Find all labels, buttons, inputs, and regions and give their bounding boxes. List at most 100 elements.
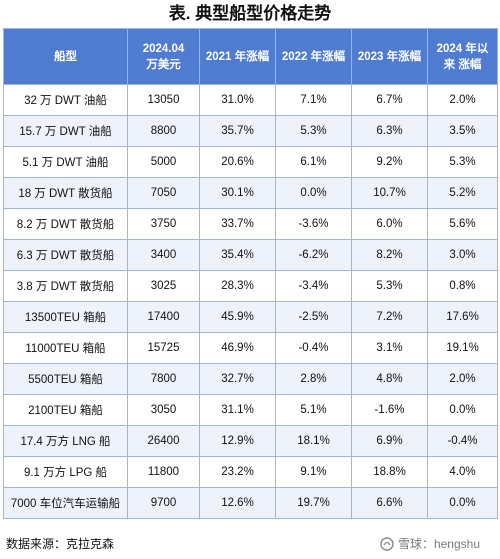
- cell-change-2024-ytd: 5.2%: [427, 177, 498, 209]
- table-body: 32 万 DWT 油船 13050 31.0% 7.1% 6.7% 2.0% 15.7 万 …: [3, 84, 498, 519]
- header-price-2024-04: 2024.04 万美元: [127, 28, 200, 85]
- cell-ship-type: 11000TEU 箱船: [3, 332, 128, 364]
- cell-price-2024-04: 13050: [127, 84, 200, 116]
- table-row: 3.8 万 DWT 散货船 3025 28.3% -3.4% 5.3% 0.8%: [3, 270, 498, 302]
- cell-change-2022: -3.6%: [275, 208, 352, 240]
- ship-price-table: 船型 2024.04 万美元 2021 年涨幅 2022 年涨幅 2023 年涨…: [3, 28, 498, 519]
- cell-change-2021: 20.6%: [199, 146, 276, 178]
- cell-price-2024-04: 17400: [127, 301, 200, 333]
- cell-change-2021: 46.9%: [199, 332, 276, 364]
- cell-change-2024-ytd: 3.0%: [427, 239, 498, 271]
- cell-change-2024-ytd: 3.5%: [427, 115, 498, 147]
- cell-change-2023: 6.9%: [351, 425, 428, 457]
- cell-price-2024-04: 7800: [127, 363, 200, 395]
- cell-change-2022: -2.5%: [275, 301, 352, 333]
- header-ship-type: 船型: [3, 28, 128, 85]
- cell-change-2023: 4.8%: [351, 363, 428, 395]
- cell-change-2024-ytd: 4.0%: [427, 456, 498, 488]
- cell-change-2023: -1.6%: [351, 394, 428, 426]
- table-row: 13500TEU 箱船 17400 45.9% -2.5% 7.2% 17.6%: [3, 301, 498, 333]
- cell-change-2022: 6.1%: [275, 146, 352, 178]
- cell-change-2022: 5.1%: [275, 394, 352, 426]
- header-change-2022: 2022 年涨幅: [275, 28, 352, 85]
- table-row: 18 万 DWT 散货船 7050 30.1% 0.0% 10.7% 5.2%: [3, 177, 498, 209]
- watermark: 雪球：hengshu: [380, 533, 480, 555]
- cell-change-2024-ytd: 0.0%: [427, 394, 498, 426]
- cell-ship-type: 2100TEU 箱船: [3, 394, 128, 426]
- cell-change-2022: -6.2%: [275, 239, 352, 271]
- cell-price-2024-04: 15725: [127, 332, 200, 364]
- cell-change-2023: 6.3%: [351, 115, 428, 147]
- cell-price-2024-04: 3750: [127, 208, 200, 240]
- cell-change-2022: 2.8%: [275, 363, 352, 395]
- cell-ship-type: 5500TEU 箱船: [3, 363, 128, 395]
- cell-change-2023: 18.8%: [351, 456, 428, 488]
- cell-change-2024-ytd: 2.0%: [427, 84, 498, 116]
- cell-change-2024-ytd: 0.0%: [427, 487, 498, 519]
- table-row: 2100TEU 箱船 3050 31.1% 5.1% -1.6% 0.0%: [3, 394, 498, 426]
- table-row: 8.2 万 DWT 散货船 3750 33.7% -3.6% 6.0% 5.6%: [3, 208, 498, 240]
- table-row: 17.4 万方 LNG 船 26400 12.9% 18.1% 6.9% -0.4%: [3, 425, 498, 457]
- table-title: 表. 典型船型价格走势: [168, 4, 332, 23]
- table-row: 5.1 万 DWT 油船 5000 20.6% 6.1% 9.2% 5.3%: [3, 146, 498, 178]
- cell-change-2022: 19.7%: [275, 487, 352, 519]
- cell-ship-type: 15.7 万 DWT 油船: [3, 115, 128, 147]
- cell-price-2024-04: 3400: [127, 239, 200, 271]
- cell-change-2021: 23.2%: [199, 456, 276, 488]
- table-header-row: 船型 2024.04 万美元 2021 年涨幅 2022 年涨幅 2023 年涨…: [3, 28, 498, 85]
- header-change-2021: 2021 年涨幅: [199, 28, 276, 85]
- cell-change-2023: 6.6%: [351, 487, 428, 519]
- cell-change-2024-ytd: 2.0%: [427, 363, 498, 395]
- cell-change-2021: 35.7%: [199, 115, 276, 147]
- cell-change-2021: 31.0%: [199, 84, 276, 116]
- cell-change-2024-ytd: 19.1%: [427, 332, 498, 364]
- cell-price-2024-04: 3050: [127, 394, 200, 426]
- table-row: 32 万 DWT 油船 13050 31.0% 7.1% 6.7% 2.0%: [3, 84, 498, 116]
- cell-change-2023: 7.2%: [351, 301, 428, 333]
- data-source: 数据来源：克拉克森: [6, 537, 115, 551]
- cell-change-2021: 33.7%: [199, 208, 276, 240]
- cell-price-2024-04: 7050: [127, 177, 200, 209]
- cell-price-2024-04: 5000: [127, 146, 200, 178]
- cell-price-2024-04: 26400: [127, 425, 200, 457]
- cell-change-2022: 18.1%: [275, 425, 352, 457]
- cell-change-2023: 6.0%: [351, 208, 428, 240]
- cell-change-2021: 32.7%: [199, 363, 276, 395]
- cell-price-2024-04: 3025: [127, 270, 200, 302]
- cell-change-2021: 45.9%: [199, 301, 276, 333]
- table-row: 15.7 万 DWT 油船 8800 35.7% 5.3% 6.3% 3.5%: [3, 115, 498, 147]
- cell-change-2024-ytd: 0.8%: [427, 270, 498, 302]
- cell-change-2022: -3.4%: [275, 270, 352, 302]
- cell-change-2024-ytd: -0.4%: [427, 425, 498, 457]
- cell-change-2023: 3.1%: [351, 332, 428, 364]
- cell-ship-type: 18 万 DWT 散货船: [3, 177, 128, 209]
- cell-change-2022: 0.0%: [275, 177, 352, 209]
- cell-ship-type: 6.3 万 DWT 散货船: [3, 239, 128, 271]
- header-change-2023: 2023 年涨幅: [351, 28, 428, 85]
- table-row: 11000TEU 箱船 15725 46.9% -0.4% 3.1% 19.1%: [3, 332, 498, 364]
- cell-change-2021: 30.1%: [199, 177, 276, 209]
- snowball-icon: [380, 537, 394, 551]
- cell-change-2022: 5.3%: [275, 115, 352, 147]
- cell-ship-type: 3.8 万 DWT 散货船: [3, 270, 128, 302]
- cell-ship-type: 9.1 万方 LPG 船: [3, 456, 128, 488]
- table-row: 5500TEU 箱船 7800 32.7% 2.8% 4.8% 2.0%: [3, 363, 498, 395]
- cell-change-2023: 8.2%: [351, 239, 428, 271]
- cell-price-2024-04: 9700: [127, 487, 200, 519]
- cell-change-2021: 31.1%: [199, 394, 276, 426]
- cell-change-2021: 12.6%: [199, 487, 276, 519]
- cell-change-2021: 35.4%: [199, 239, 276, 271]
- cell-change-2022: 9.1%: [275, 456, 352, 488]
- cell-price-2024-04: 8800: [127, 115, 200, 147]
- table-row: 6.3 万 DWT 散货船 3400 35.4% -6.2% 8.2% 3.0%: [3, 239, 498, 271]
- cell-ship-type: 8.2 万 DWT 散货船: [3, 208, 128, 240]
- cell-ship-type: 17.4 万方 LNG 船: [3, 425, 128, 457]
- cell-change-2021: 12.9%: [199, 425, 276, 457]
- cell-ship-type: 5.1 万 DWT 油船: [3, 146, 128, 178]
- cell-change-2023: 9.2%: [351, 146, 428, 178]
- cell-change-2022: -0.4%: [275, 332, 352, 364]
- table-row: 9.1 万方 LPG 船 11800 23.2% 9.1% 18.8% 4.0%: [3, 456, 498, 488]
- cell-ship-type: 13500TEU 箱船: [3, 301, 128, 333]
- watermark-text: 雪球：hengshu: [397, 537, 480, 551]
- cell-ship-type: 32 万 DWT 油船: [3, 84, 128, 116]
